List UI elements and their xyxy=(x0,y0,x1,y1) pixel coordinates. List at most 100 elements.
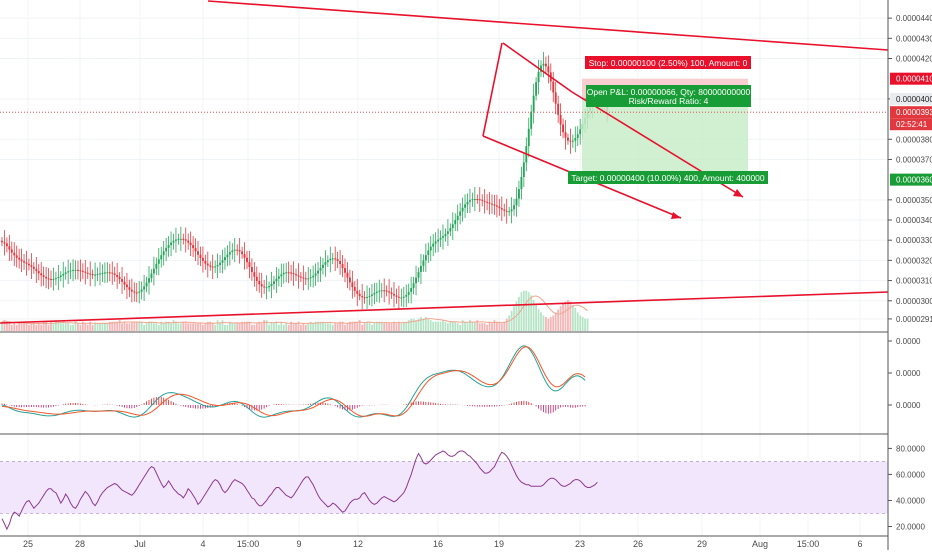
candle-body xyxy=(8,246,11,250)
candle-body xyxy=(459,211,462,216)
candle-body xyxy=(172,240,175,243)
candle-body xyxy=(81,270,84,272)
target-label-text: Target: 0.00000400 (10.00%) 400, Amount:… xyxy=(571,173,765,183)
candle-body xyxy=(52,278,55,280)
volume-bar xyxy=(231,323,234,331)
volume-bar xyxy=(209,321,212,331)
candle-body xyxy=(380,290,383,292)
volume-bar xyxy=(64,323,67,331)
volume-bar xyxy=(535,304,537,331)
volume-bar xyxy=(454,321,457,331)
candle-body xyxy=(86,272,89,274)
volume-bar xyxy=(493,320,496,331)
volume-bar xyxy=(275,321,278,331)
volume-bar xyxy=(402,321,405,331)
volume-bar xyxy=(405,321,408,331)
candle-body xyxy=(393,293,395,296)
volume-bar xyxy=(118,320,121,331)
candle-body xyxy=(302,277,305,279)
target-zone xyxy=(582,98,748,180)
candle-body xyxy=(54,278,57,280)
volume-bar xyxy=(481,323,484,331)
volume-bar xyxy=(417,318,420,331)
candle-body xyxy=(388,291,391,293)
x-tick-label: 4 xyxy=(200,539,205,549)
volume-bar xyxy=(165,321,168,331)
volume-bar xyxy=(265,320,268,331)
volume-bar xyxy=(329,323,332,331)
volume-bar xyxy=(530,295,533,331)
volume-bar xyxy=(427,318,430,331)
volume-bar xyxy=(52,323,55,331)
macd-tick-label: 0.0000 xyxy=(896,337,921,346)
candle-body xyxy=(446,231,449,234)
volume-bar xyxy=(307,323,310,331)
volume-bar xyxy=(503,321,506,331)
candle-body xyxy=(59,275,62,277)
candle-body xyxy=(383,290,386,292)
volume-bar xyxy=(476,320,479,331)
candle-body xyxy=(37,271,40,274)
candle-body xyxy=(395,295,398,297)
channel-top-line xyxy=(502,42,573,93)
x-tick-label: 23 xyxy=(575,539,585,549)
channel-left-line xyxy=(482,42,503,137)
candle-body xyxy=(268,286,270,288)
candle-body xyxy=(214,266,217,268)
volume-bar xyxy=(216,320,219,331)
volume-bar xyxy=(145,323,148,331)
candle-body xyxy=(219,262,221,266)
volume-bar xyxy=(576,312,579,331)
candle-body xyxy=(40,273,43,276)
candle-body xyxy=(373,292,376,295)
candle-body xyxy=(331,258,334,260)
candle-body xyxy=(273,281,275,285)
volume-bar xyxy=(466,323,469,331)
volume-bar xyxy=(412,318,415,331)
volume-bar xyxy=(295,323,297,331)
candle-body xyxy=(194,248,197,252)
candle-body xyxy=(62,273,65,276)
candle-body xyxy=(121,279,123,282)
candle-body xyxy=(385,290,388,292)
candle-body xyxy=(339,260,342,265)
volume-bar xyxy=(464,321,466,331)
volume-bar xyxy=(491,323,493,331)
candle-body xyxy=(415,277,417,284)
volume-bar xyxy=(253,324,256,331)
candle-body xyxy=(157,259,160,264)
volume-bar xyxy=(224,324,226,331)
candle-body xyxy=(326,260,329,263)
volume-bar xyxy=(527,292,530,331)
volume-bar xyxy=(84,323,87,331)
candle-body xyxy=(429,246,432,251)
volume-bar xyxy=(72,324,74,331)
volume-bar xyxy=(398,321,400,331)
candle-body xyxy=(505,210,508,212)
volume-bar xyxy=(358,320,361,331)
candle-body xyxy=(378,290,381,292)
volume-bar xyxy=(282,324,285,331)
volume-bar xyxy=(373,323,376,331)
candle-body xyxy=(241,251,244,255)
volume-bar xyxy=(130,321,133,331)
candle-body xyxy=(89,273,92,275)
volume-bar xyxy=(108,321,111,331)
candle-body xyxy=(238,250,241,252)
volume-bar xyxy=(189,323,192,331)
rsi-tick-label: 60.0000 xyxy=(896,470,925,479)
volume-bar xyxy=(177,323,180,331)
candle-body xyxy=(96,274,99,276)
volume-bar xyxy=(69,324,72,331)
volume-bar xyxy=(228,321,231,331)
pnl-label-text: Open P&L: 0.00000066, Qty: 80000000000 xyxy=(587,87,751,97)
volume-bar xyxy=(542,315,545,331)
candle-body xyxy=(10,249,13,253)
volume-bar xyxy=(184,321,187,331)
candle-body xyxy=(304,278,307,280)
candle-body xyxy=(123,281,126,285)
